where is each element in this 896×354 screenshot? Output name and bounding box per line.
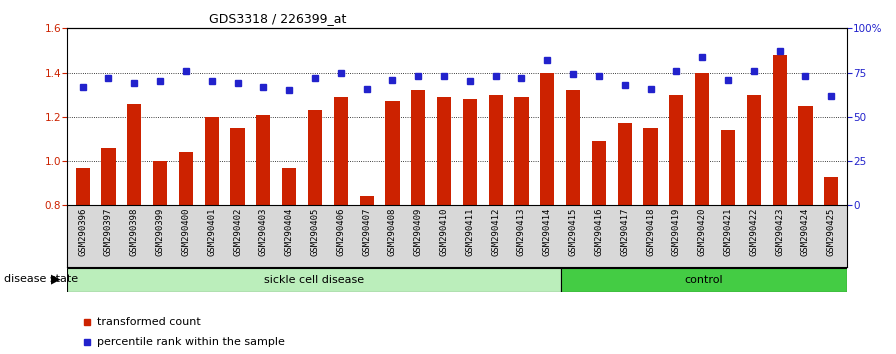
Text: ▶: ▶: [51, 272, 61, 285]
Text: GSM290411: GSM290411: [465, 208, 474, 256]
Text: transformed count: transformed count: [97, 318, 201, 327]
Bar: [282, 168, 297, 205]
Text: control: control: [685, 275, 723, 285]
Bar: [721, 130, 735, 205]
Text: GSM290401: GSM290401: [207, 208, 216, 256]
Text: GSM290399: GSM290399: [156, 208, 165, 256]
Text: GSM290424: GSM290424: [801, 208, 810, 256]
Bar: [540, 73, 555, 205]
Text: GSM290413: GSM290413: [517, 208, 526, 256]
Bar: [333, 97, 348, 205]
Bar: [643, 128, 658, 205]
Bar: [230, 128, 245, 205]
Bar: [772, 55, 787, 205]
Bar: [179, 152, 193, 205]
Bar: [75, 168, 90, 205]
Text: GSM290423: GSM290423: [775, 208, 784, 256]
Text: GSM290397: GSM290397: [104, 208, 113, 256]
Bar: [101, 148, 116, 205]
Text: GSM290409: GSM290409: [414, 208, 423, 256]
Bar: [514, 97, 529, 205]
Bar: [746, 95, 761, 205]
Text: GSM290405: GSM290405: [311, 208, 320, 256]
Bar: [437, 97, 452, 205]
Bar: [488, 95, 503, 205]
Text: GSM290422: GSM290422: [749, 208, 758, 256]
Text: GSM290404: GSM290404: [285, 208, 294, 256]
Text: GSM290406: GSM290406: [336, 208, 345, 256]
Text: GSM290420: GSM290420: [698, 208, 707, 256]
Text: GSM290425: GSM290425: [827, 208, 836, 256]
Text: GSM290412: GSM290412: [491, 208, 500, 256]
Text: GSM290400: GSM290400: [181, 208, 191, 256]
Bar: [256, 115, 271, 205]
Bar: [411, 90, 426, 205]
Text: GSM290418: GSM290418: [646, 208, 655, 256]
Bar: [359, 196, 374, 205]
Text: disease state: disease state: [4, 274, 79, 284]
Text: percentile rank within the sample: percentile rank within the sample: [97, 337, 285, 347]
Bar: [204, 117, 219, 205]
Text: GSM290402: GSM290402: [233, 208, 242, 256]
Bar: [462, 99, 477, 205]
Text: GDS3318 / 226399_at: GDS3318 / 226399_at: [209, 12, 347, 25]
Text: GSM290416: GSM290416: [594, 208, 603, 256]
Bar: [308, 110, 322, 205]
Bar: [127, 104, 142, 205]
Text: GSM290398: GSM290398: [130, 208, 139, 256]
Text: GSM290396: GSM290396: [78, 208, 87, 256]
Bar: [561, 268, 847, 292]
Text: GSM290415: GSM290415: [569, 208, 578, 256]
Text: GSM290414: GSM290414: [543, 208, 552, 256]
Text: GSM290419: GSM290419: [672, 208, 681, 256]
Text: sickle cell disease: sickle cell disease: [264, 275, 364, 285]
Bar: [67, 268, 561, 292]
Text: GSM290421: GSM290421: [723, 208, 733, 256]
Bar: [566, 90, 581, 205]
Text: GSM290403: GSM290403: [259, 208, 268, 256]
Text: GSM290410: GSM290410: [440, 208, 449, 256]
Text: GSM290408: GSM290408: [388, 208, 397, 256]
Bar: [695, 73, 710, 205]
Bar: [798, 106, 813, 205]
Bar: [592, 141, 606, 205]
Bar: [617, 124, 632, 205]
Bar: [669, 95, 684, 205]
Text: GSM290407: GSM290407: [362, 208, 371, 256]
Bar: [824, 177, 839, 205]
Bar: [385, 101, 400, 205]
Bar: [153, 161, 168, 205]
Text: GSM290417: GSM290417: [620, 208, 629, 256]
